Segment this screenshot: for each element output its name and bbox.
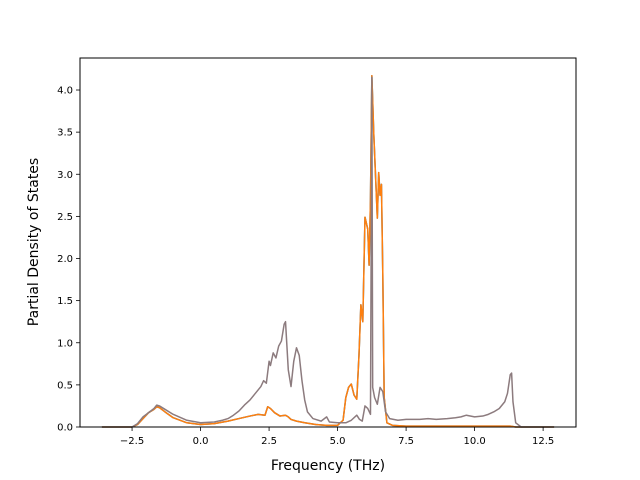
x-tick-label: −2.5: [120, 436, 144, 447]
y-tick-label: 1.0: [57, 338, 73, 349]
x-tick-label: 12.5: [532, 436, 554, 447]
series-line-3: [101, 76, 555, 428]
x-tick-label: 0.0: [193, 436, 209, 447]
y-tick-label: 3.5: [57, 128, 73, 139]
y-tick-label: 2.5: [57, 212, 73, 223]
y-ticks: 0.0 0.5 1.0 1.5 2.0 2.5 3.0 3.5 4.0: [57, 86, 80, 434]
y-axis-title: Partial Density of States: [26, 158, 42, 326]
y-tick-label: 3.0: [57, 170, 73, 181]
x-axis-title: Frequency (THz): [271, 458, 385, 474]
y-tick-label: 0.5: [57, 380, 73, 391]
y-tick-label: 1.5: [57, 296, 73, 307]
plot-lines: [101, 74, 555, 428]
y-tick-label: 0.0: [57, 423, 73, 434]
plot-frame: [79, 57, 577, 428]
x-tick-label: 10.0: [463, 436, 485, 447]
x-tick-label: 5.0: [330, 436, 346, 447]
y-tick-label: 4.0: [57, 86, 73, 97]
x-tick-label: 2.5: [261, 436, 277, 447]
y-tick-label: 2.0: [57, 254, 73, 265]
x-ticks: −2.5 0.0 2.5 5.0 7.5 10.0 12.5: [120, 427, 554, 447]
x-tick-label: 7.5: [398, 436, 414, 447]
